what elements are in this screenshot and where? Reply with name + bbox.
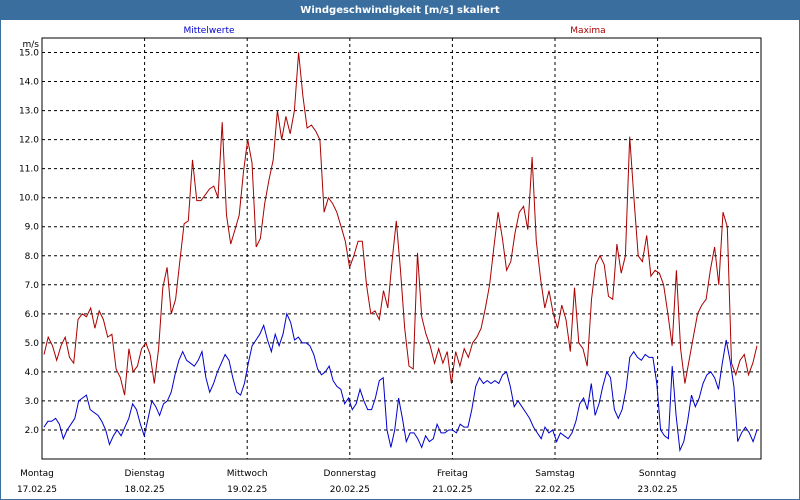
x-day-label: Donnerstag [324,469,377,479]
y-tick-label: 7.0 [25,281,40,291]
series-line-mittelwerte [43,312,758,453]
y-tick-label: 13.0 [19,107,39,117]
x-date-label: 18.02.25 [125,485,165,495]
y-tick-label: 4.0 [25,368,40,378]
y-tick-label: 15.0 [19,49,39,59]
y-tick-label: 10.0 [19,194,39,204]
series-line-maxima [43,52,758,396]
x-date-label: 23.02.25 [638,485,678,495]
y-tick-label: 9.0 [25,223,40,233]
y-tick-label: 8.0 [25,252,40,262]
x-date-label: 17.02.25 [17,485,57,495]
y-tick-label: 6.0 [25,310,40,320]
y-tick-label: 3.0 [25,397,40,407]
x-date-label: 22.02.25 [535,485,575,495]
x-day-label: Sonntag [639,469,676,479]
chart-title: Windgeschwindigkeit [m/s] skaliert [1,1,799,20]
x-day-label: Mittwoch [227,469,268,479]
y-tick-label: 12.0 [19,136,39,146]
plot-area [41,37,762,460]
x-date-label: 21.02.25 [432,485,472,495]
y-tick-label: 11.0 [19,165,39,175]
legend-mittelwerte: Mittelwerte [183,26,234,36]
x-date-label: 19.02.25 [227,485,267,495]
x-day-label: Freitag [437,469,468,479]
x-day-label: Dienstag [125,469,165,479]
y-tick-label: 5.0 [25,339,40,349]
y-tick-label: 2.0 [25,426,40,436]
x-day-label: Montag [20,469,54,479]
y-tick-label: 14.0 [19,78,39,88]
legend-maxima: Maxima [570,26,605,36]
x-day-label: Samstag [535,469,574,479]
x-date-label: 20.02.25 [330,485,370,495]
y-axis-unit: m/s [23,40,40,50]
